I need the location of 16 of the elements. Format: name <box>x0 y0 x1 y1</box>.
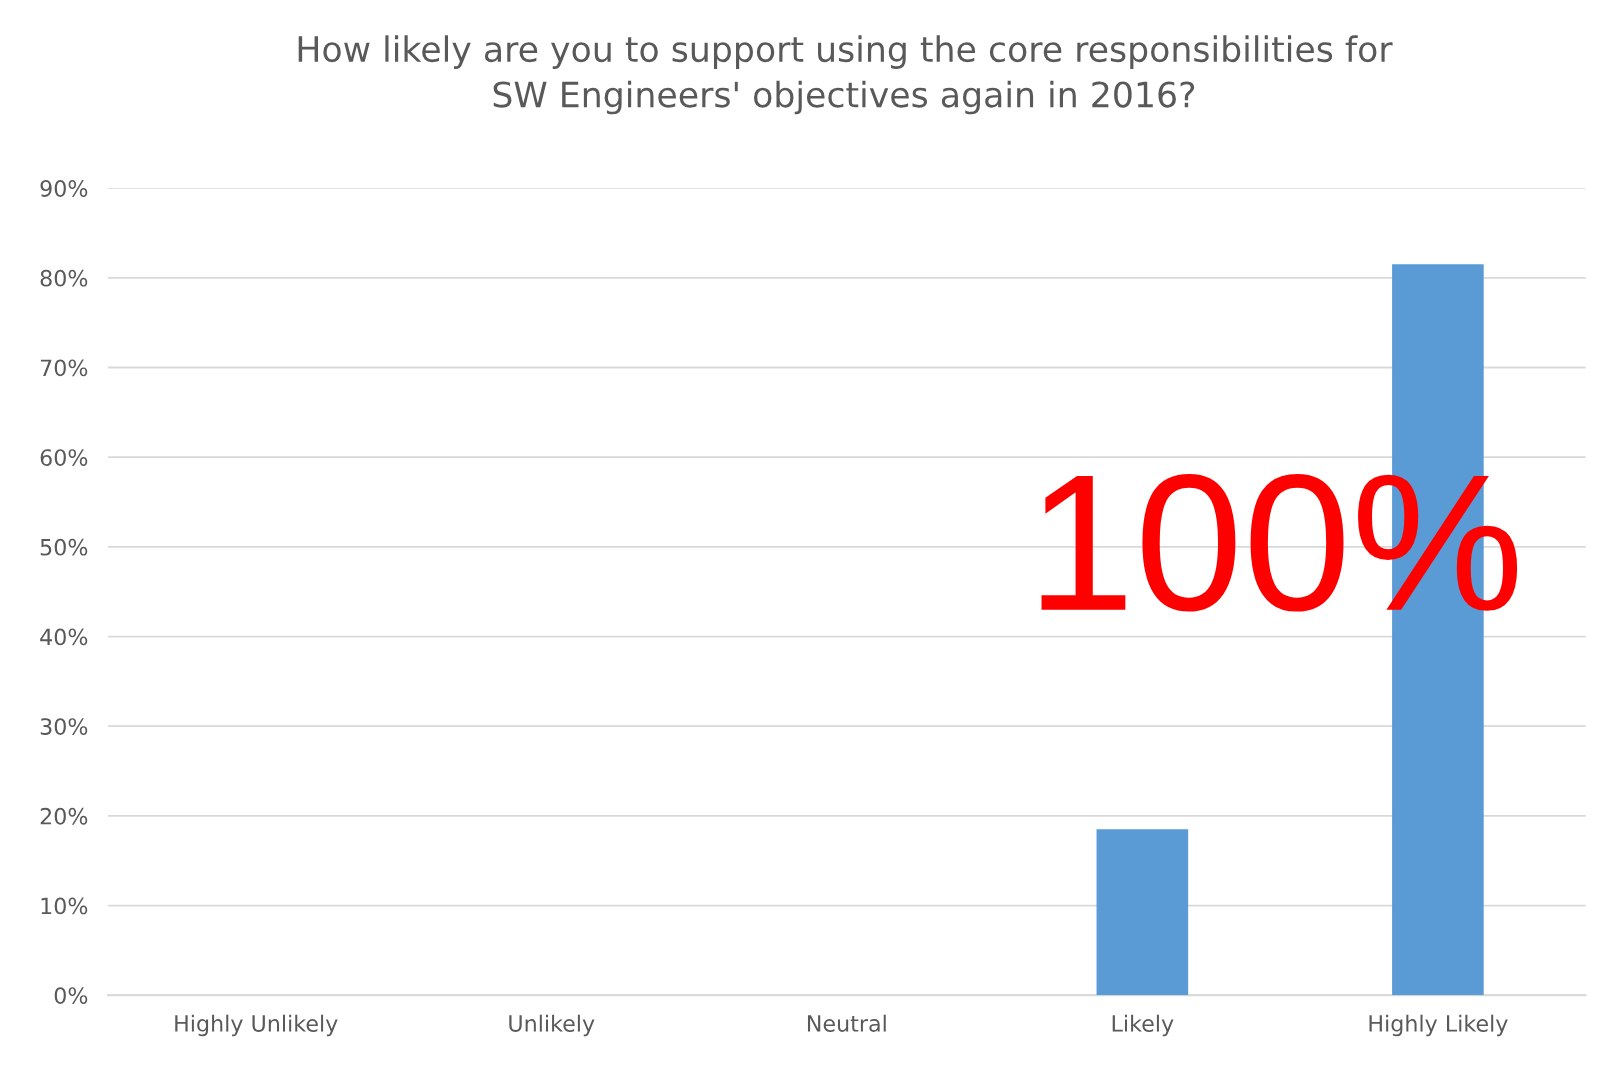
x-tick-label: Likely <box>1112 1014 1174 1037</box>
y-tick-label: 30% <box>40 718 88 735</box>
chart-title: How likely are you to support using the core responsibilities for SW Engineers' objectives again in 2016? <box>298 35 1393 115</box>
y-tick-label: 80% <box>40 269 88 287</box>
y-tick-label: 50% <box>40 538 88 556</box>
x-tick-label: Unlikely <box>509 1014 595 1037</box>
y-tick-label: 20% <box>40 807 88 825</box>
y-tick-label: 90% <box>40 180 88 197</box>
y-tick-label: 40% <box>40 628 88 646</box>
y-tick-label: 0% <box>54 987 88 1004</box>
x-tick-label: Neutral <box>807 1014 886 1032</box>
x-tick-label: Highly Likely <box>1369 1014 1508 1037</box>
y-tick-label: 60% <box>40 449 88 466</box>
y-tick-label: 70% <box>40 359 88 377</box>
y-tick-label: 10% <box>41 897 88 915</box>
x-tick-label: Highly Unlikely <box>175 1014 338 1037</box>
